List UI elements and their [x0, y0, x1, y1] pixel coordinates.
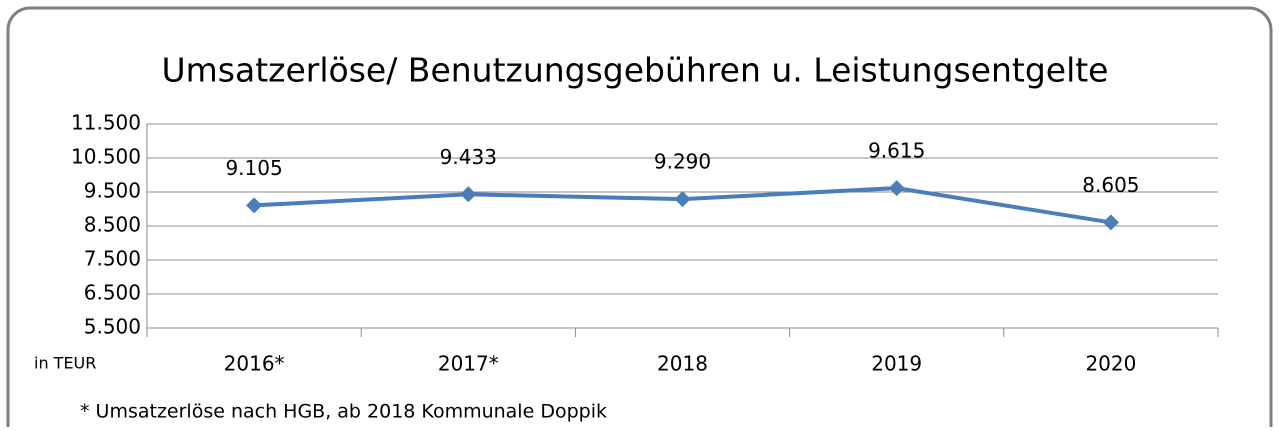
y-tick-label: 11.500: [71, 111, 141, 135]
y-tick-label: 5.500: [84, 315, 141, 339]
y-tick-label: 6.500: [84, 281, 141, 305]
x-tick-label: 2020: [1085, 352, 1136, 376]
y-tick-label: 8.500: [84, 213, 141, 237]
y-tick-label: 10.500: [71, 145, 141, 169]
y-tick-label: 7.500: [84, 247, 141, 271]
data-label: 9.433: [440, 145, 497, 169]
chart-frame: [6, 6, 1273, 431]
data-label: 9.615: [868, 139, 925, 163]
data-label: 8.605: [1082, 173, 1139, 197]
y-tick-label: 9.500: [84, 179, 141, 203]
x-tick-label: 2019: [871, 352, 922, 376]
footnote: * Umsatzerlöse nach HGB, ab 2018 Kommuna…: [80, 401, 607, 423]
marker: [460, 186, 477, 203]
x-tick-label: 2016*: [224, 352, 285, 376]
unit-label: in TEUR: [34, 354, 96, 373]
data-label: 9.290: [654, 150, 711, 174]
x-tick-label: 2017*: [438, 352, 499, 376]
marker: [888, 180, 905, 197]
marker: [246, 197, 263, 214]
data-label: 9.105: [225, 156, 282, 180]
marker: [674, 191, 691, 208]
marker: [1102, 214, 1119, 231]
x-tick-label: 2018: [657, 352, 708, 376]
chart-title: Umsatzerlöse/ Benutzungsgebühren u. Leis…: [162, 51, 1109, 90]
